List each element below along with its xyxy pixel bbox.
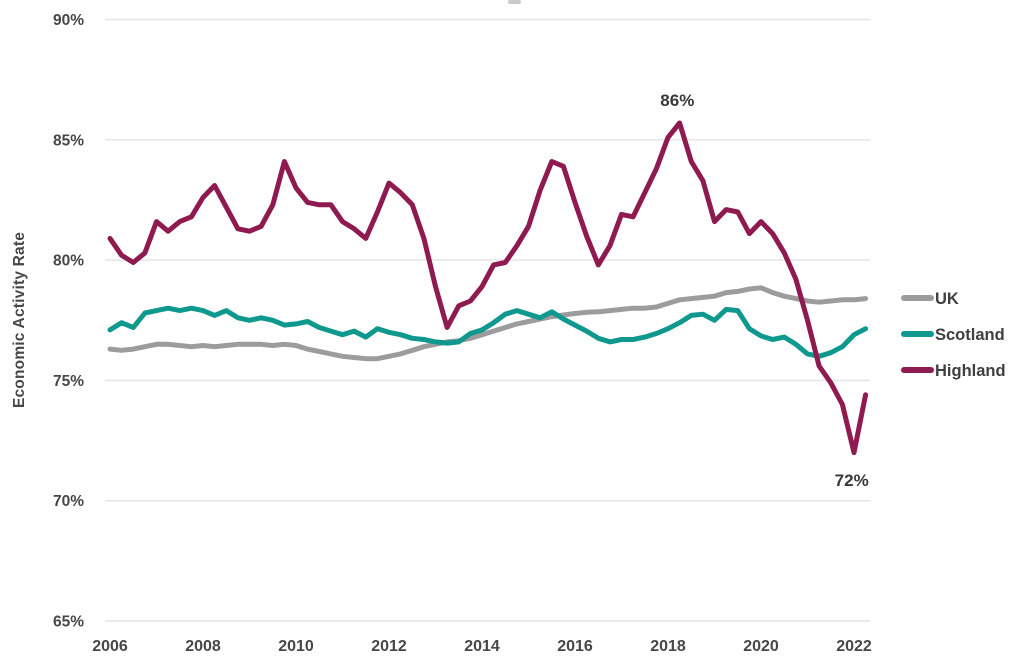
- annotation-72%: 72%: [835, 471, 869, 490]
- series-line-uk: [107, 285, 869, 362]
- y-tick-label: 75%: [53, 373, 84, 390]
- y-tick-label: 65%: [53, 614, 84, 631]
- y-tick-labels: 90% 85% 80% 75% 70% 65%: [53, 12, 84, 631]
- x-tick-label: 2020: [743, 638, 779, 655]
- x-tick-label: 2012: [371, 638, 407, 655]
- gridlines: [105, 18, 870, 622]
- x-tick-label: 2006: [92, 638, 128, 655]
- legend: UK Scotland Highland: [901, 290, 1006, 380]
- y-tick-label: 70%: [53, 493, 84, 510]
- series-line-highland: [107, 120, 869, 456]
- series-line-scotland: [107, 305, 869, 359]
- legend-label: Highland: [935, 362, 1006, 380]
- y-tick-label: 80%: [53, 253, 84, 270]
- legend-item-scotland: Scotland: [901, 326, 1005, 344]
- series-lines: [107, 120, 869, 456]
- legend-label: Scotland: [935, 326, 1005, 344]
- x-tick-label: 2016: [557, 638, 593, 655]
- legend-label: UK: [935, 290, 959, 308]
- x-tick-label: 2018: [650, 638, 686, 655]
- x-tick-label: 2022: [836, 638, 872, 655]
- x-tick-label: 2008: [185, 638, 221, 655]
- legend-item-highland: Highland: [901, 362, 1006, 380]
- legend-item-uk: UK: [901, 290, 959, 308]
- cropped-title-fragment: [508, 0, 521, 4]
- annotation-86%: 86%: [660, 91, 694, 110]
- x-tick-label: 2010: [278, 638, 314, 655]
- y-tick-label: 90%: [53, 12, 84, 29]
- x-tick-label: 2014: [464, 638, 500, 655]
- y-axis-title: Economic Activity Rate: [11, 232, 28, 408]
- y-tick-label: 85%: [53, 132, 84, 149]
- x-tick-labels: 2006 2008 2010 2012 2014 2016 2018 2020 2022: [92, 638, 872, 655]
- annotations: 86% 72%: [660, 91, 868, 490]
